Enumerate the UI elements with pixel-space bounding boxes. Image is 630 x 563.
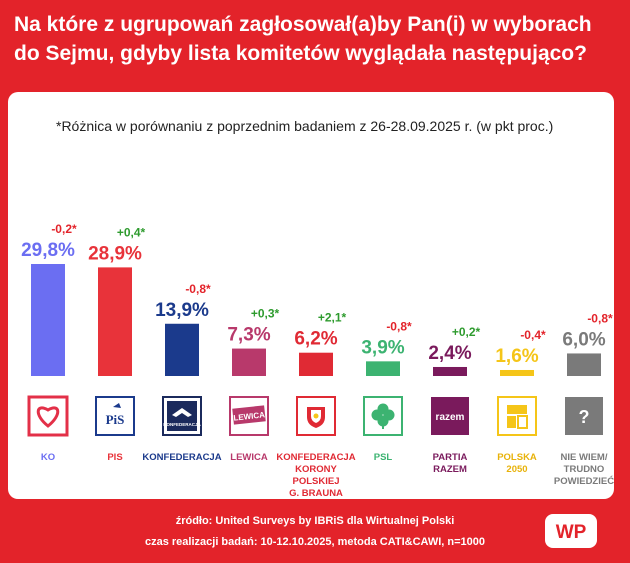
bar [165, 323, 199, 376]
pis-logo: PiS [95, 396, 135, 436]
svg-text:KONFEDERACJA: KONFEDERACJA [163, 422, 201, 427]
clover-icon [363, 396, 403, 436]
category-label: POLSKA [497, 452, 537, 463]
change-label: -0,2* [51, 222, 77, 236]
value-label: 1,6% [495, 346, 538, 367]
change-label: -0,4* [520, 328, 546, 342]
category-label: KONFEDERACJA [276, 452, 355, 463]
svg-text:LEWICA: LEWICA [233, 410, 266, 422]
value-label: 2,4% [428, 343, 471, 364]
bar [366, 361, 400, 376]
value-label: 13,9% [155, 300, 209, 321]
category-label: LEWICA [230, 452, 268, 463]
value-label: 28,9% [88, 243, 142, 264]
category-label: NIE WIEM/ [561, 452, 608, 463]
category-label: KO [41, 452, 55, 463]
bar [567, 353, 601, 376]
wp-logo-text: WP [556, 522, 587, 543]
change-label: -0,8* [185, 282, 211, 296]
value-label: 3,9% [361, 337, 404, 358]
question-icon: ? [565, 397, 603, 435]
category-label: KORONY [295, 464, 337, 475]
change-label: -0,8* [386, 319, 412, 333]
chart-title: Na które z ugrupowań zagłosował(a)by Pan… [14, 13, 592, 65]
category-label: 2050 [506, 464, 527, 475]
konfederacja-logo: KONFEDERACJA [162, 396, 202, 436]
category-label: KONFEDERACJA [142, 452, 221, 463]
svg-text:?: ? [579, 407, 590, 427]
bar [232, 348, 266, 376]
value-label: 6,2% [294, 329, 337, 350]
value-label: 6,0% [562, 329, 605, 350]
category-label: RAZEM [433, 464, 467, 475]
lewica-logo: LEWICA [229, 396, 269, 436]
category-label: PARTIA [433, 452, 468, 463]
value-label: 29,8% [21, 240, 75, 261]
bar [98, 267, 132, 376]
value-label: 7,3% [227, 325, 270, 346]
change-label: +2,1* [318, 311, 347, 325]
category-label: POLSKIEJ [293, 476, 340, 487]
bar [500, 369, 534, 376]
bar [31, 264, 65, 376]
change-label: -0,8* [587, 311, 613, 325]
polska2050-logo [497, 396, 537, 436]
category-label: PIS [107, 452, 122, 463]
method-text: czas realizacji badań: 10-12.10.2025, me… [144, 536, 486, 548]
svg-text:PiS: PiS [106, 412, 125, 427]
razem-logo: razem [431, 397, 469, 435]
source-text: źródło: United Surveys by IBRiS dla Wirt… [175, 515, 455, 527]
crown-shield-logo [296, 396, 336, 436]
change-label: +0,4* [117, 225, 146, 239]
svg-text:razem: razem [436, 412, 465, 423]
category-label: TRUDNO [564, 464, 605, 475]
heart-icon [27, 395, 69, 437]
category-label: POWIEDZIEĆ [554, 475, 614, 487]
change-label: +0,3* [251, 307, 280, 321]
category-label: PSL [374, 452, 393, 463]
bar [433, 366, 467, 376]
chart-note: *Różnica w porównaniu z poprzednim badan… [56, 118, 554, 134]
bar [299, 352, 333, 376]
change-label: +0,2* [452, 325, 481, 339]
category-label: G. BRAUNA [289, 488, 343, 499]
wp-logo: WP [545, 514, 597, 548]
